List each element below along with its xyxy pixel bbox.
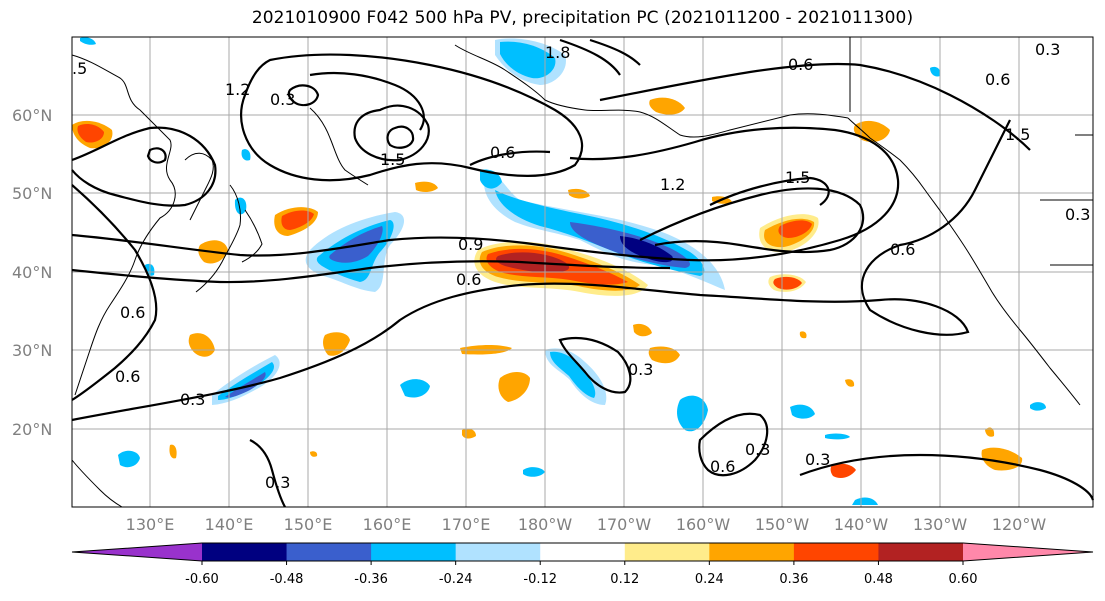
lat-label-50n: 50°N	[12, 184, 52, 203]
coastlines	[71, 37, 1093, 508]
lon-label-170w: 170°W	[597, 515, 652, 534]
contour-label: 1.8	[545, 43, 570, 62]
colorbar-swatch	[202, 543, 288, 561]
contour-label: 0.6	[788, 55, 813, 74]
lon-label-140w: 140°W	[834, 515, 889, 534]
lon-label-120w: 120°W	[992, 515, 1047, 534]
contour-label: 0.3	[628, 360, 653, 379]
colorbar: -0.60 -0.48 -0.36 -0.24 -0.12 0.12 0.24 0.36 0.4…	[71, 542, 1094, 587]
lon-label-150e: 150°E	[284, 515, 333, 534]
longitude-labels: 130°E 140°E 150°E 160°E 170°E 180°W 170°…	[126, 515, 1047, 534]
contour-label: 0.3	[1065, 205, 1090, 224]
colorbar-tick-label: 0.60	[949, 572, 978, 587]
graticule	[72, 37, 1093, 507]
colorbar-swatch	[624, 543, 710, 561]
colorbar-swatch	[709, 543, 795, 561]
colorbar-tick-label: -0.12	[523, 572, 557, 587]
precipitation-shading	[72, 37, 1046, 505]
colorbar-swatch	[793, 543, 879, 561]
colorbar-tick-label: -0.36	[354, 572, 388, 587]
contour-label: 0.3	[270, 90, 295, 109]
colorbar-tick-label: -0.60	[185, 572, 219, 587]
contour-label: 1.5	[785, 168, 810, 187]
lon-label-150w: 150°W	[755, 515, 810, 534]
contour-label: 0.6	[456, 270, 481, 289]
contour-label: 0.3	[745, 440, 770, 459]
pv-contours	[71, 38, 1095, 508]
contour-label: 1.5	[380, 150, 405, 169]
lat-label-20n: 20°N	[12, 420, 52, 439]
lon-label-160e: 160°E	[363, 515, 412, 534]
contour-label: 1.2	[660, 175, 685, 194]
contour-label: 0.6	[115, 367, 140, 386]
map-title: 2021010900 F042 500 hPa PV, precipitatio…	[251, 8, 914, 28]
contour-label: 1.5	[1005, 125, 1030, 144]
contour-label: .5	[72, 59, 87, 78]
contour-label: 0.3	[1035, 40, 1060, 59]
colorbar-tick-label: 0.12	[610, 572, 639, 587]
latitude-labels: 60°N 50°N 40°N 30°N 20°N	[12, 106, 52, 439]
colorbar-swatch	[371, 543, 457, 561]
lat-label-40n: 40°N	[12, 263, 52, 282]
colorbar-swatch	[878, 543, 964, 561]
lon-label-140e: 140°E	[205, 515, 254, 534]
contour-label: 0.6	[120, 303, 145, 322]
lon-label-130e: 130°E	[126, 515, 175, 534]
contour-label: 0.6	[890, 240, 915, 259]
lat-label-60n: 60°N	[12, 106, 52, 125]
colorbar-tick-label: -0.48	[270, 572, 304, 587]
colorbar-tick-label: -0.24	[439, 572, 473, 587]
contour-label: 0.6	[985, 70, 1010, 89]
colorbar-extend-low	[72, 543, 202, 561]
contour-label: 0.3	[805, 450, 830, 469]
contour-label: 0.6	[710, 457, 735, 476]
contour-label: 1.2	[225, 80, 250, 99]
colorbar-swatch	[540, 543, 626, 561]
contour-label: 0.3	[180, 390, 205, 409]
colorbar-swatch	[455, 543, 541, 561]
colorbar-tick-label: 0.24	[695, 572, 724, 587]
lon-label-160w: 160°W	[676, 515, 731, 534]
lon-label-180w: 180°W	[518, 515, 573, 534]
map-frame	[71, 36, 1094, 508]
contour-label: 0.6	[490, 143, 515, 162]
colorbar-tick-label: 0.36	[779, 572, 808, 587]
lon-label-170e: 170°E	[442, 515, 491, 534]
contour-label: 0.9	[458, 235, 483, 254]
colorbar-tick-label: 0.48	[864, 572, 893, 587]
colorbar-swatch	[286, 543, 372, 561]
contour-labels: .5 1.2 0.3 1.8 1.5 0.6 0.6 1.5 1.2 0.6 1…	[72, 40, 1090, 492]
lon-label-130w: 130°W	[913, 515, 968, 534]
colorbar-extend-high	[963, 543, 1093, 561]
contour-label: 0.3	[265, 473, 290, 492]
lat-label-30n: 30°N	[12, 341, 52, 360]
